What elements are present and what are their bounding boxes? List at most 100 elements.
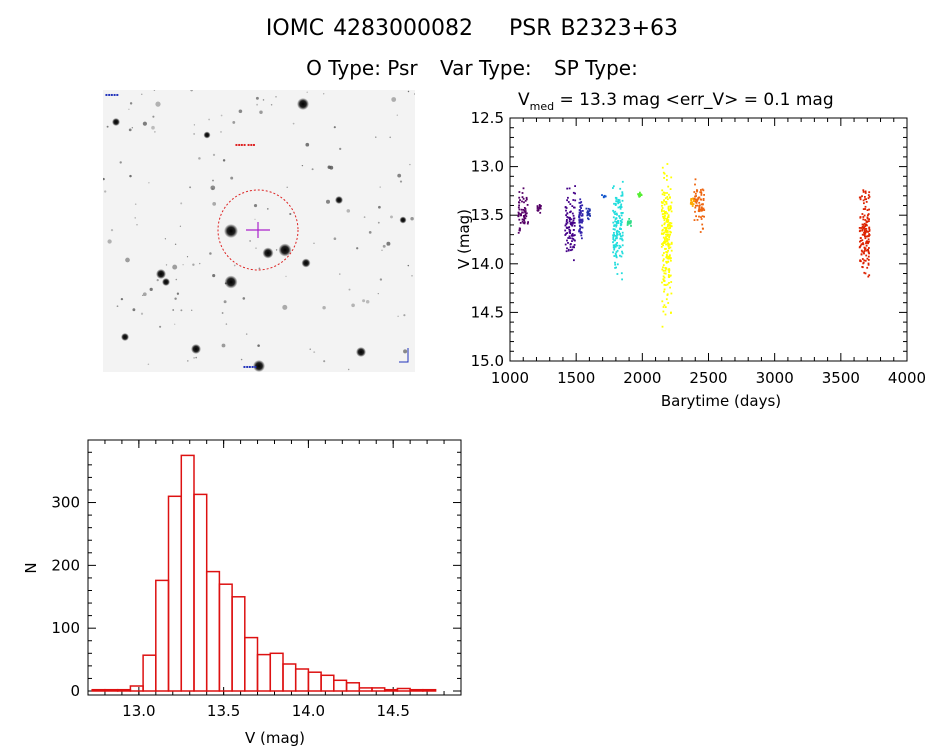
- histogram-bar: [205, 570, 221, 692]
- data-point: [664, 267, 667, 269]
- object-name: PSR B2323+63: [509, 16, 679, 41]
- star: [140, 312, 144, 315]
- data-point: [613, 248, 616, 251]
- data-point: [570, 234, 573, 237]
- data-point: [859, 240, 861, 243]
- data-point: [668, 269, 671, 272]
- data-point: [613, 239, 616, 242]
- data-point: [863, 250, 866, 252]
- data-point: [523, 216, 525, 218]
- data-point: [566, 239, 568, 242]
- data-point: [612, 228, 615, 230]
- data-point: [864, 198, 866, 201]
- data-point: [663, 215, 665, 218]
- data-point: [536, 205, 539, 207]
- histogram-chart: 13.0 13.5 14.0 14.5 0 100 200 300 V (mag) N: [22, 439, 462, 747]
- data-point: [700, 191, 702, 193]
- histogram-bar: [294, 668, 310, 692]
- star: [378, 205, 381, 209]
- histogram-bar: [307, 671, 322, 692]
- star: [193, 124, 196, 126]
- data-point: [859, 216, 862, 219]
- data-point: [613, 225, 615, 227]
- data-point: [864, 237, 867, 240]
- data-point: [859, 244, 862, 247]
- star: [192, 263, 195, 266]
- data-point: [662, 171, 665, 174]
- data-point: [698, 207, 701, 209]
- data-point: [621, 244, 624, 247]
- data-point: [864, 192, 867, 194]
- data-point: [864, 259, 867, 262]
- data-point: [666, 251, 669, 254]
- y-tick-label: 300: [51, 494, 80, 512]
- data-point: [667, 257, 670, 260]
- data-point: [573, 234, 576, 236]
- data-point: [587, 218, 590, 221]
- data-point: [619, 201, 621, 203]
- data-point: [523, 210, 526, 212]
- data-point: [612, 244, 615, 247]
- star: [411, 274, 413, 277]
- y-tick-label: 13.0: [471, 158, 504, 176]
- star: [346, 209, 351, 213]
- data-point: [570, 223, 573, 226]
- star: [249, 240, 251, 242]
- star: [195, 356, 197, 359]
- data-point: [666, 212, 669, 215]
- star: [180, 202, 183, 205]
- data-point: [580, 210, 582, 212]
- star: [212, 274, 216, 278]
- histogram-bar: [269, 652, 284, 692]
- star: [129, 102, 133, 105]
- data-point: [621, 193, 624, 195]
- star: [125, 257, 130, 263]
- data-point: [521, 196, 524, 198]
- data-point: [702, 203, 704, 205]
- histogram-bar: [333, 679, 348, 692]
- bright-star: [253, 360, 265, 372]
- star: [238, 109, 243, 114]
- data-point: [618, 215, 621, 217]
- data-point: [612, 235, 615, 237]
- data-point: [670, 311, 672, 314]
- data-point: [523, 221, 526, 224]
- data-point: [572, 234, 575, 237]
- data-point: [693, 219, 696, 221]
- data-point: [585, 207, 588, 210]
- data-point: [519, 222, 522, 224]
- data-point: [573, 224, 576, 227]
- histogram-bar: [282, 663, 297, 692]
- star: [182, 264, 184, 266]
- data-point: [524, 214, 527, 217]
- data-point: [613, 245, 616, 248]
- data-point: [665, 220, 668, 223]
- star: [212, 179, 214, 182]
- data-point: [695, 199, 697, 201]
- data-point: [668, 243, 671, 246]
- data-point: [661, 300, 664, 303]
- data-point: [701, 227, 704, 230]
- star: [104, 190, 107, 193]
- data-point: [517, 231, 520, 234]
- data-point: [661, 193, 664, 196]
- data-point: [661, 210, 663, 213]
- star: [119, 161, 122, 164]
- data-point: [517, 211, 520, 214]
- data-point: [867, 241, 869, 243]
- histogram-bar: [422, 688, 437, 692]
- data-point: [663, 284, 666, 286]
- data-point: [703, 215, 705, 218]
- star: [223, 300, 227, 304]
- data-point: [663, 177, 665, 179]
- star: [375, 136, 377, 138]
- data-point: [866, 224, 868, 227]
- bright-star: [399, 216, 407, 224]
- data-point: [668, 227, 671, 230]
- data-point: [621, 231, 624, 234]
- data-point: [619, 227, 621, 230]
- data-point: [614, 239, 616, 242]
- data-point: [580, 207, 582, 209]
- data-point: [866, 217, 869, 220]
- data-point: [668, 256, 671, 258]
